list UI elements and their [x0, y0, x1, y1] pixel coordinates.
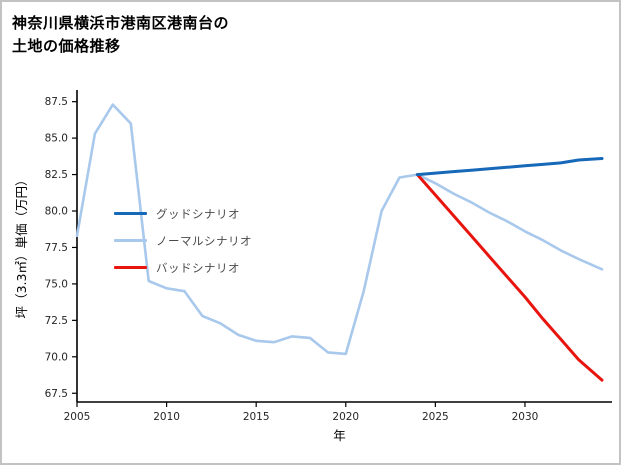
y-tick-label: 87.5 — [45, 96, 68, 108]
y-tick-label: 72.5 — [45, 315, 68, 327]
series-line-2 — [415, 173, 604, 382]
legend-item-good-scenario: グッドシナリオ — [114, 205, 252, 222]
chart-title-line2: 土地の価格推移 — [12, 36, 121, 55]
y-axis-label: 坪（3.3㎡）単価（万円） — [14, 174, 29, 319]
x-tick-label: 2010 — [153, 411, 180, 423]
chart-legend: グッドシナリオ ノーマルシナリオ バッドシナリオ — [114, 205, 252, 276]
legend-label-good-scenario: グッドシナリオ — [156, 206, 240, 221]
bad-scenario-line-swatch — [114, 266, 147, 269]
y-tick-label: 75.0 — [45, 278, 68, 290]
series-line-0 — [415, 157, 604, 177]
good-scenario-line-swatch — [114, 212, 147, 215]
x-tick-label: 2015 — [243, 411, 270, 423]
y-tick-label: 80.0 — [45, 206, 68, 218]
x-tick-label: 2020 — [332, 411, 359, 423]
legend-item-bad-scenario: バッドシナリオ — [114, 259, 252, 276]
chart-title-line1: 神奈川県横浜市港南区港南台の — [12, 14, 230, 32]
chart-title: 神奈川県横浜市港南区港南台の 土地の価格推移 — [12, 12, 229, 57]
normal-scenario-line-swatch — [114, 239, 147, 242]
y-tick-label: 67.5 — [45, 388, 68, 400]
legend-label-bad-scenario: バッドシナリオ — [156, 260, 240, 275]
series-line-1 — [75, 103, 604, 356]
y-tick-label: 82.5 — [45, 169, 68, 181]
x-tick-label: 2025 — [422, 411, 449, 423]
y-tick-label: 70.0 — [45, 351, 68, 363]
y-tick-label: 77.5 — [45, 242, 68, 254]
legend-item-normal-scenario: ノーマルシナリオ — [114, 232, 252, 249]
x-tick-label: 2005 — [64, 411, 91, 423]
y-tick-label: 85.0 — [45, 133, 68, 145]
legend-label-normal-scenario: ノーマルシナリオ — [156, 233, 252, 248]
x-axis-label: 年 — [333, 428, 346, 443]
x-tick-label: 2030 — [512, 411, 539, 423]
